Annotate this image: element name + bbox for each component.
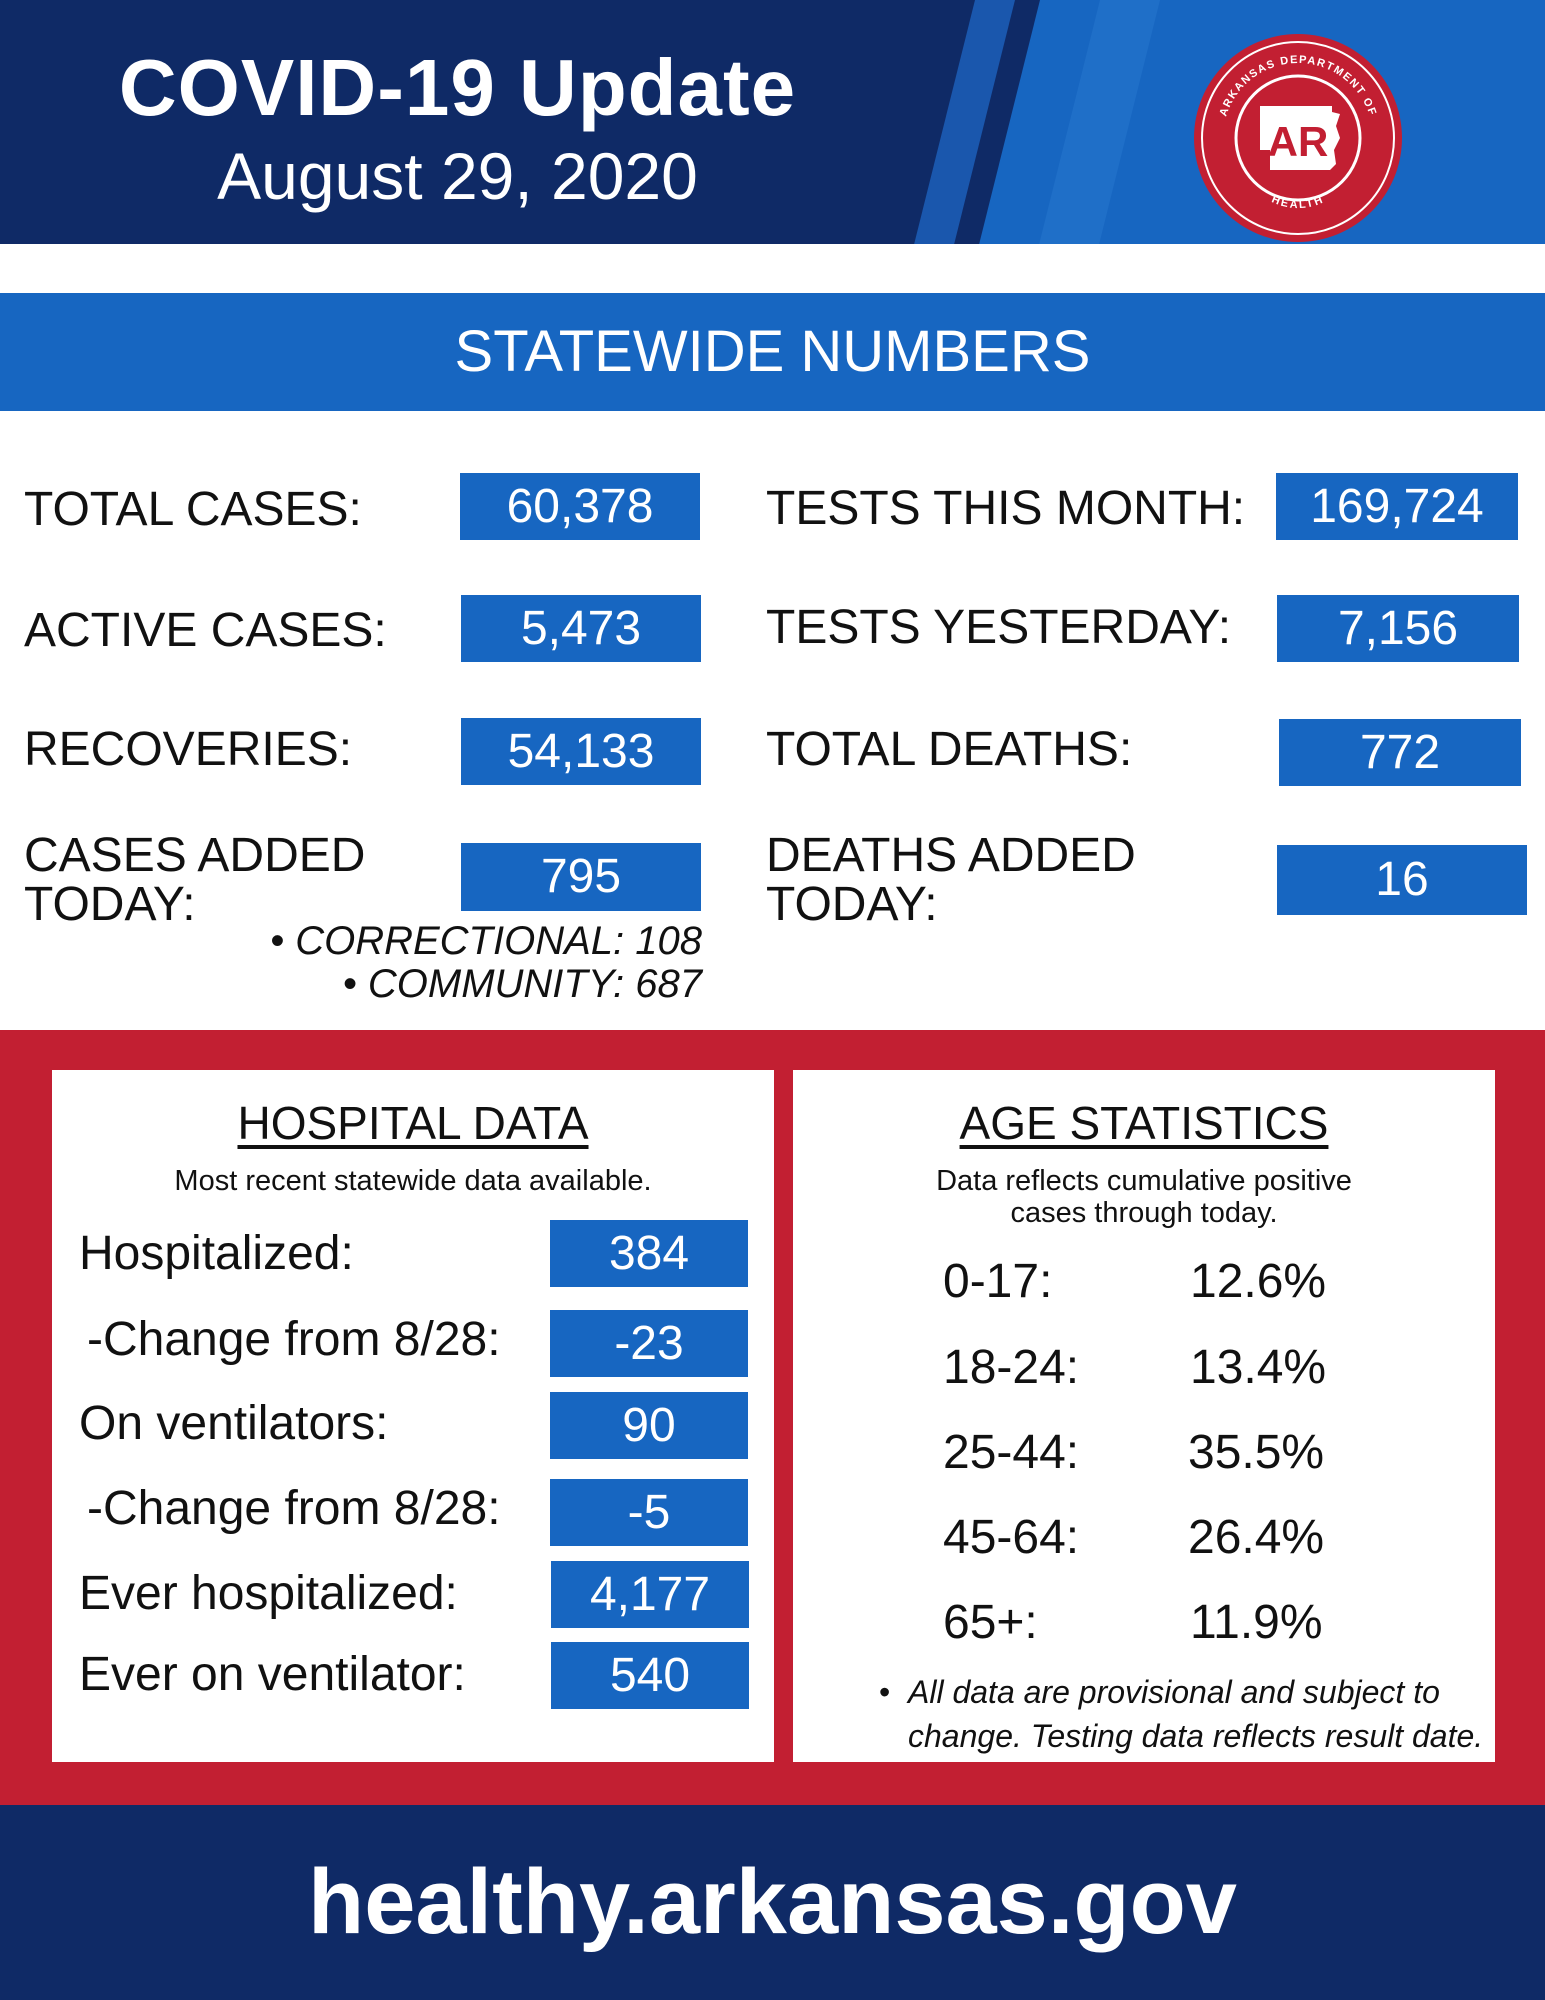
hospital-data-subtitle: Most recent statewide data available.	[174, 1165, 652, 1197]
deaths-added-label-line2: TODAY:	[766, 878, 938, 931]
age-group-percent: 12.6%	[1190, 1255, 1327, 1308]
total-cases-value: 60,378	[460, 473, 700, 540]
age-group-label: 0-17:	[943, 1255, 1053, 1308]
age-group-label: 18-24:	[943, 1341, 1080, 1394]
hospital-row-label: -Change from 8/28:	[87, 1313, 501, 1366]
correctional-note: • CORRECTIONAL: 108	[270, 919, 702, 963]
hospital-row-label: Ever on ventilator:	[79, 1648, 466, 1701]
age-group-label: 45-64:	[943, 1511, 1080, 1564]
tests-month-label: TESTS THIS MONTH:	[766, 482, 1246, 535]
age-group-percent: 35.5%	[1188, 1426, 1325, 1479]
total-deaths-value: 772	[1279, 719, 1521, 786]
active-cases-label: ACTIVE CASES:	[24, 604, 387, 657]
recoveries-value: 54,133	[461, 718, 701, 785]
page-date: August 29, 2020	[217, 139, 698, 213]
seal-center-text: AR	[1268, 118, 1329, 165]
deaths-added-label-line1: DEATHS ADDED	[766, 829, 1136, 882]
total-cases-label: TOTAL CASES:	[24, 483, 362, 536]
hospital-row-value: -5	[550, 1479, 748, 1546]
recoveries-label: RECOVERIES:	[24, 723, 353, 776]
seal-bottom-text: HEALTH	[1270, 193, 1324, 211]
hospital-row-value: -23	[550, 1310, 748, 1377]
disclaimer-bullet-icon: •	[879, 1674, 891, 1710]
hospital-row-label: On ventilators:	[79, 1397, 389, 1450]
page-title: COVID-19 Update	[118, 43, 797, 132]
hospital-data-panel: HOSPITAL DATA Most recent statewide data…	[52, 1070, 774, 1762]
hospital-row-label: -Change from 8/28:	[87, 1482, 501, 1535]
active-cases-value: 5,473	[461, 595, 701, 662]
hospital-data-title: HOSPITAL DATA	[237, 1097, 589, 1149]
cases-added-value: 795	[461, 843, 701, 911]
svg-text:HEALTH: HEALTH	[1270, 193, 1326, 211]
disclaimer-line2: change. Testing data reflects result dat…	[908, 1718, 1484, 1754]
hospital-row-label: Ever hospitalized:	[79, 1567, 458, 1620]
age-statistics-subtitle-line1: Data reflects cumulative positive	[936, 1165, 1352, 1197]
age-group-percent: 26.4%	[1188, 1511, 1325, 1564]
age-group-percent: 11.9%	[1190, 1596, 1323, 1649]
community-note: • COMMUNITY: 687	[342, 962, 702, 1006]
total-deaths-label: TOTAL DEATHS:	[766, 723, 1133, 776]
age-statistics-panel: AGE STATISTICS Data reflects cumulative …	[793, 1070, 1495, 1762]
footer-website-link[interactable]: healthy.arkansas.gov	[0, 1805, 1545, 2000]
cases-added-label-line2: TODAY:	[24, 878, 196, 931]
age-statistics-title: AGE STATISTICS	[959, 1097, 1329, 1149]
hospital-row-value: 540	[551, 1642, 749, 1709]
tests-yesterday-label: TESTS YESTERDAY:	[766, 601, 1232, 654]
deaths-added-value: 16	[1277, 845, 1527, 915]
arkansas-department-of-health-seal-icon: ARKANSAS DEPARTMENT OF HEALTH AR	[1194, 34, 1402, 242]
age-statistics-subtitle-line2: cases through today.	[1010, 1197, 1278, 1229]
hospital-row-value: 4,177	[551, 1561, 749, 1628]
hospital-row-value: 90	[550, 1392, 748, 1459]
age-group-label: 65+:	[943, 1596, 1038, 1649]
tests-month-value: 169,724	[1276, 473, 1518, 540]
hospital-row-label: Hospitalized:	[79, 1227, 354, 1280]
age-group-label: 25-44:	[943, 1426, 1080, 1479]
statewide-numbers-banner: STATEWIDE NUMBERS	[0, 293, 1545, 411]
disclaimer-line1: All data are provisional and subject to	[908, 1674, 1440, 1710]
tests-yesterday-value: 7,156	[1277, 595, 1519, 662]
hospital-row-value: 384	[550, 1220, 748, 1287]
cases-added-label-line1: CASES ADDED	[24, 829, 366, 882]
age-group-percent: 13.4%	[1190, 1341, 1327, 1394]
